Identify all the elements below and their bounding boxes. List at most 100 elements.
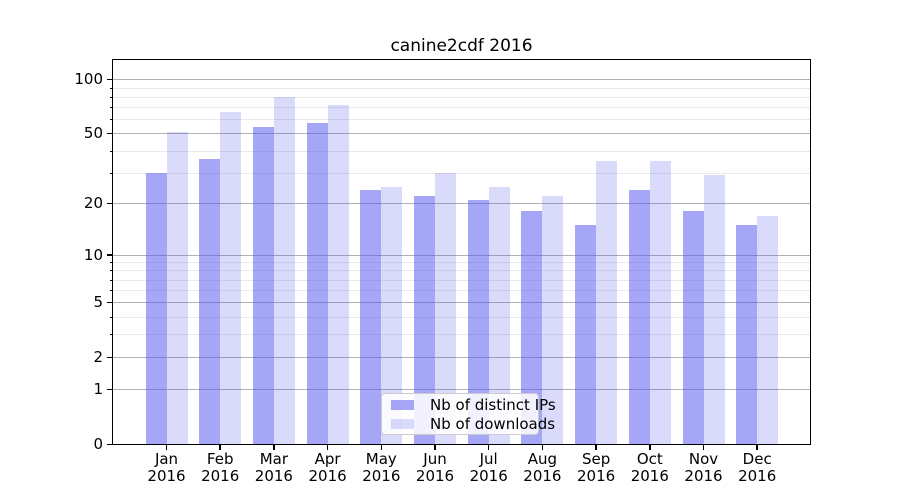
x-tick-month: May <box>365 450 397 468</box>
x-tick-mark <box>756 445 758 450</box>
legend-label-downloads: Nb of downloads <box>430 414 556 433</box>
y-tick-mark-minor <box>109 119 113 121</box>
x-tick-month: Feb <box>206 450 234 468</box>
y-gridline-minor <box>113 334 810 336</box>
y-gridline-minor <box>113 172 810 174</box>
x-tick-mark <box>487 445 490 450</box>
bar-downloads-May <box>381 186 403 444</box>
legend-swatch-distinct-ips <box>391 399 414 410</box>
x-tick-year: 2016 <box>469 467 508 485</box>
x-tick-label: Dec 2016 <box>730 451 784 485</box>
y-tick-label: 10 <box>83 245 103 264</box>
x-tick-year: 2016 <box>308 467 347 485</box>
y-tick-label: 50 <box>83 124 103 143</box>
y-gridline-minor <box>113 150 810 152</box>
x-tick-mark <box>595 445 597 450</box>
plot-area <box>113 60 810 444</box>
bar-downloads-Oct <box>649 160 671 444</box>
bar-distinct-ips-Aug <box>521 211 543 444</box>
x-tick-mark <box>434 445 436 450</box>
y-tick-mark <box>107 132 113 135</box>
y-tick-mark-minor <box>109 172 113 174</box>
x-tick-month: Jul <box>479 450 498 468</box>
bar-distinct-ips-Mar <box>252 127 274 444</box>
x-tick-label: Aug 2016 <box>515 451 569 485</box>
y-gridline-major <box>113 79 810 81</box>
x-tick-label: Apr 2016 <box>301 451 355 485</box>
legend-label-distinct-ips: Nb of distinct IPs <box>430 395 556 414</box>
legend-item: Nb of distinct IPs <box>391 397 556 413</box>
y-gridline-major <box>113 133 810 135</box>
y-gridline-minor <box>113 96 810 98</box>
x-tick-mark <box>702 445 705 450</box>
bar-distinct-ips-Jul <box>467 199 489 444</box>
bar-distinct-ips-Feb <box>199 158 221 444</box>
x-tick-label: Sep 2016 <box>569 451 623 485</box>
x-tick-year: 2016 <box>577 467 616 485</box>
y-tick-mark <box>107 202 113 205</box>
x-tick-label: Feb 2016 <box>193 451 247 485</box>
y-gridline-major <box>113 357 810 359</box>
x-tick-month: Mar <box>259 450 289 468</box>
x-tick-month: Apr <box>314 450 341 468</box>
y-tick-mark-minor <box>109 96 113 98</box>
y-tick-label: 2 <box>93 348 103 367</box>
bar-downloads-Nov <box>703 175 725 444</box>
bar-distinct-ips-Apr <box>306 123 328 444</box>
y-gridline-minor <box>113 262 810 264</box>
bar-downloads-Feb <box>220 111 242 444</box>
x-tick-label: Jul 2016 <box>462 451 516 485</box>
legend-item: Nb of downloads <box>391 416 555 432</box>
bar-downloads-Jun <box>435 172 456 444</box>
x-tick-year: 2016 <box>630 467 669 485</box>
x-tick-year: 2016 <box>147 467 186 485</box>
y-tick-mark-minor <box>109 270 113 272</box>
y-tick-mark-minor <box>109 334 113 336</box>
x-tick-month: Dec <box>742 450 772 468</box>
y-gridline-minor <box>113 87 810 89</box>
bar-downloads-Aug <box>542 196 564 444</box>
x-tick-month: Sep <box>581 450 611 468</box>
bar-distinct-ips-May <box>360 189 382 444</box>
x-tick-year: 2016 <box>254 467 293 485</box>
x-tick-month: Nov <box>688 450 719 468</box>
y-tick-mark <box>107 356 113 359</box>
x-tick-mark <box>541 445 544 450</box>
bar-distinct-ips-Dec <box>736 224 758 444</box>
x-tick-month: Oct <box>636 450 663 468</box>
bar-downloads-Mar <box>273 96 295 444</box>
x-tick-label: Jun 2016 <box>408 451 462 485</box>
chart-title: canine2cdf 2016 <box>390 36 533 56</box>
y-gridline-major <box>113 203 810 205</box>
bar-distinct-ips-Sep <box>575 224 597 444</box>
x-tick-mark <box>273 445 275 450</box>
y-tick-mark <box>107 301 113 304</box>
x-tick-label: Oct 2016 <box>623 451 677 485</box>
y-tick-label: 1 <box>93 380 103 399</box>
y-tick-mark-minor <box>109 279 113 281</box>
y-tick-mark-minor <box>109 150 113 152</box>
y-tick-mark-minor <box>109 107 113 109</box>
bar-downloads-Dec <box>757 215 779 444</box>
x-tick-month: Jun <box>423 450 447 468</box>
x-tick-label: May 2016 <box>354 451 408 485</box>
x-tick-year: 2016 <box>738 467 777 485</box>
bar-downloads-Apr <box>327 105 349 444</box>
x-tick-year: 2016 <box>415 467 455 485</box>
x-tick-year: 2016 <box>362 467 401 485</box>
y-tick-mark <box>107 388 113 391</box>
x-tick-month: Aug <box>527 450 558 468</box>
y-gridline-minor <box>113 107 810 109</box>
bar-downloads-Jul <box>488 186 510 444</box>
y-tick-label: 5 <box>93 293 103 312</box>
y-tick-mark <box>107 254 113 256</box>
y-tick-mark-minor <box>109 316 113 318</box>
y-gridline-minor <box>113 119 810 121</box>
y-tick-mark-minor <box>109 290 113 292</box>
y-gridline-minor <box>113 290 810 292</box>
x-tick-mark <box>649 445 651 450</box>
x-tick-label: Nov 2016 <box>677 451 731 485</box>
y-tick-mark <box>107 78 113 81</box>
bar-downloads-Jan <box>166 131 188 444</box>
